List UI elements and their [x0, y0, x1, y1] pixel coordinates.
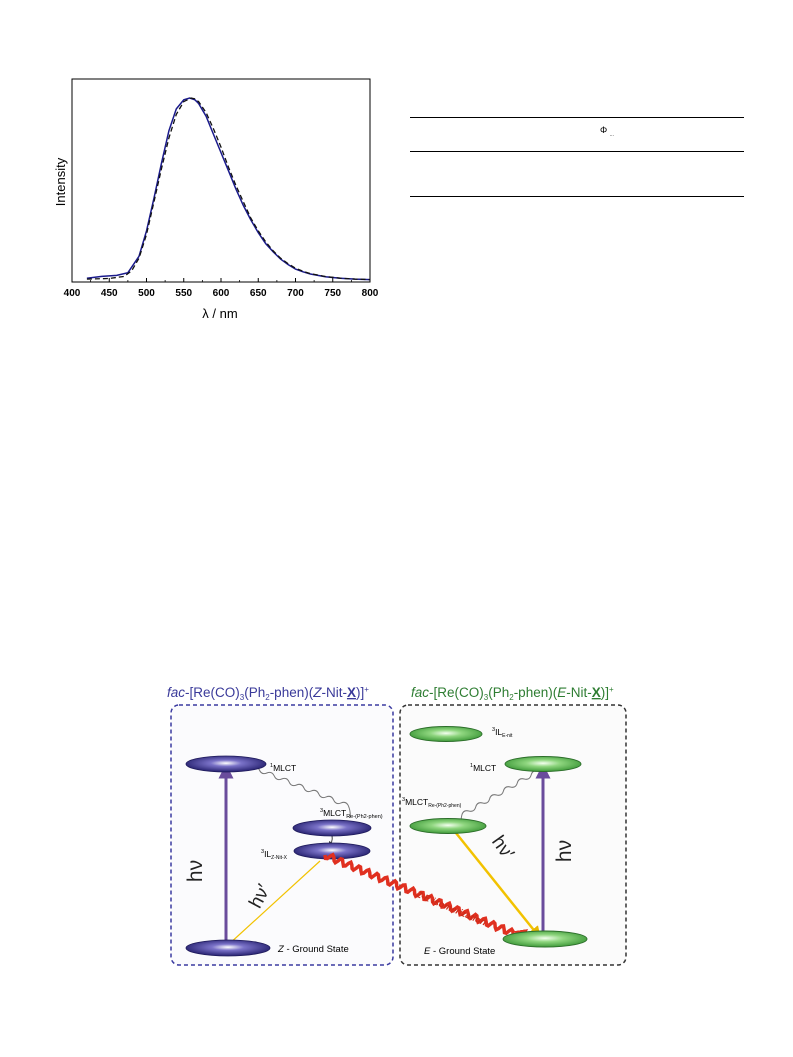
- x-tick-label: 650: [250, 288, 267, 299]
- right-3il-level: [409, 726, 483, 742]
- left-1mlct-level: [185, 755, 267, 773]
- right-1mlct-level: [504, 756, 582, 772]
- left-3mlct-level: [292, 819, 372, 837]
- table-top-rule: [410, 117, 744, 118]
- phi-symbol: Φ: [600, 125, 608, 135]
- right-1mlct-label: 1MLCT: [470, 763, 496, 773]
- plot-frame: [71, 78, 371, 283]
- left-panel-frame: [170, 704, 394, 966]
- left-ground-state-level: [185, 939, 271, 957]
- left-3il-label: 3ILZ-Nit-X: [261, 849, 288, 861]
- jablonski-diagram: fac-[Re(CO)3(Ph2-phen)(Z-Nit-X)]+ fac-[R…: [167, 685, 627, 966]
- isomerization-wavy-arrow: [323, 852, 528, 944]
- series-layer: [86, 97, 371, 281]
- x-tick-label: 550: [175, 288, 192, 299]
- right-ground-state-label: E - Ground State: [424, 946, 495, 957]
- x-axis-ticks: 400 450 500 550 600 650 700 750 800: [64, 278, 379, 299]
- table-header-cell: Φ ...: [600, 125, 614, 138]
- left-emission-line: [227, 860, 321, 946]
- table-bottom-rule: [410, 196, 744, 197]
- x-tick-label: 750: [324, 288, 341, 299]
- right-3mlct-label: 3MLCTRe-(Ph2-phen): [402, 797, 462, 809]
- left-isc-wavy-line: [251, 765, 351, 818]
- x-tick-label: 800: [362, 288, 379, 299]
- right-ground-state-level: [502, 930, 588, 948]
- x-axis-label: λ / nm: [202, 306, 237, 321]
- left-panel-title: fac-[Re(CO)3(Ph2-phen)(Z-Nit-X)]+: [167, 685, 369, 702]
- x-tick-label: 700: [287, 288, 304, 299]
- right-emission-arrow: [455, 832, 541, 939]
- emission-chart: 400 450 500 550 600 650 700 750 800 Intensity λ …: [53, 78, 379, 321]
- right-hv-label: hν: [553, 840, 576, 862]
- left-1mlct-label: 1MLCT: [270, 763, 296, 773]
- right-isc-wavy-line: [460, 766, 546, 827]
- x-tick-label: 450: [101, 288, 118, 299]
- y-axis-label: Intensity: [53, 157, 68, 206]
- table-mid-rule: [410, 151, 744, 152]
- left-ground-state-label: Z - Ground State: [277, 944, 349, 955]
- left-hv-label: hν: [184, 860, 207, 882]
- series-line-dashed: [86, 97, 371, 281]
- x-tick-label: 600: [213, 288, 230, 299]
- x-tick-label: 500: [138, 288, 155, 299]
- right-panel-title: fac-[Re(CO)3(Ph2-phen)(E-Nit-X)]+: [411, 685, 614, 702]
- phi-subscript: ...: [609, 132, 614, 138]
- left-3il-level: [293, 842, 371, 860]
- right-panel-frame: [399, 704, 627, 966]
- x-tick-label: 400: [64, 288, 81, 299]
- left-3mlct-label: 3MLCTRe-(Ph2-phen): [320, 808, 383, 820]
- right-3mlct-level: [409, 818, 487, 834]
- right-3il-label: 3ILE-nit: [492, 727, 513, 739]
